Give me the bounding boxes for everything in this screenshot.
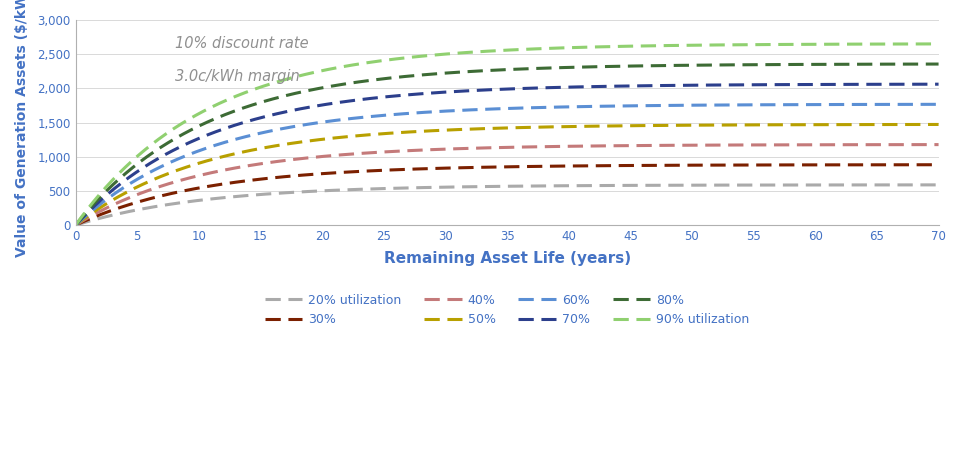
50% [466,126,478,132]
Line: 30%: 30% [76,165,939,225]
70% [908,81,920,87]
50% [907,122,919,127]
40% [70,222,82,228]
20% utilization [750,182,761,188]
20% utilization [489,184,501,189]
20% utilization [908,182,920,187]
40% [466,146,478,151]
Line: 50%: 50% [76,125,939,225]
40% [908,142,920,147]
40% [907,142,919,147]
90% utilization [933,41,945,46]
70% [113,182,125,187]
20% utilization [907,182,919,187]
Line: 70%: 70% [76,84,939,225]
60% [908,101,920,107]
40% [489,145,501,150]
90% utilization [908,41,920,47]
60% [113,187,125,193]
20% utilization [466,184,478,189]
70% [750,82,761,87]
90% utilization [113,170,125,176]
X-axis label: Remaining Asset Life (years): Remaining Asset Life (years) [383,251,630,266]
40% [933,142,945,147]
90% utilization [489,48,501,54]
70% [489,87,501,92]
40% [750,142,761,148]
80% [489,67,501,73]
50% [70,222,82,228]
90% utilization [907,41,919,47]
30% [489,164,501,170]
Line: 80%: 80% [76,64,939,225]
Text: 3.0c/kWh margin: 3.0c/kWh margin [175,69,300,84]
60% [933,101,945,107]
Line: 40%: 40% [76,145,939,225]
80% [466,69,478,74]
50% [750,122,761,127]
70% [907,81,919,87]
20% utilization [70,222,82,228]
60% [750,102,761,107]
Text: 10% discount rate: 10% discount rate [175,36,308,51]
80% [70,222,82,228]
20% utilization [113,211,125,216]
60% [466,107,478,112]
30% [113,205,125,210]
Line: 60%: 60% [76,104,939,225]
60% [489,106,501,111]
90% utilization [466,50,478,55]
50% [908,122,920,127]
Line: 20% utilization: 20% utilization [76,185,939,225]
20% utilization [933,182,945,187]
30% [908,162,920,167]
30% [933,162,945,167]
50% [933,122,945,127]
50% [113,193,125,199]
60% [907,101,919,107]
80% [907,61,919,67]
70% [70,222,82,228]
30% [466,165,478,170]
30% [907,162,919,167]
30% [750,162,761,168]
30% [70,222,82,228]
70% [933,81,945,87]
Legend: 20% utilization, 30%, 40%, 50%, 60%, 70%, 80%, 90% utilization: 20% utilization, 30%, 40%, 50%, 60%, 70%… [259,289,754,331]
Y-axis label: Value of Generation Assets ($/kW): Value of Generation Assets ($/kW) [15,0,29,258]
70% [466,88,478,93]
40% [113,199,125,205]
60% [70,222,82,228]
50% [489,126,501,131]
80% [113,176,125,182]
80% [933,61,945,67]
80% [750,62,761,67]
90% utilization [70,222,82,228]
90% utilization [750,42,761,47]
80% [908,61,920,67]
Line: 90% utilization: 90% utilization [76,44,939,225]
